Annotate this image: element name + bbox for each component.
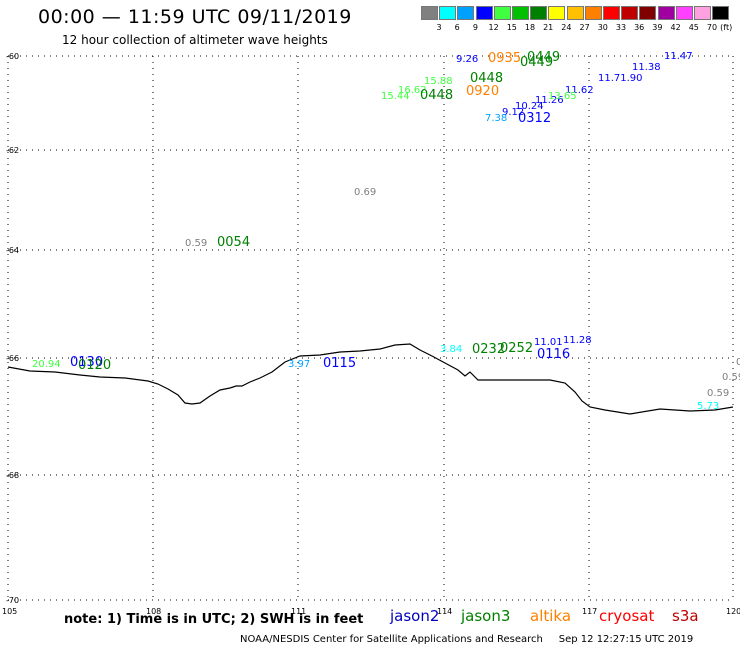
obs-label: 11.28: [563, 335, 592, 346]
map-subtitle: 12 hour collection of altimeter wave hei…: [62, 33, 328, 47]
obs-label: 15.88: [424, 76, 453, 87]
legend-altika: altika: [530, 607, 572, 625]
obs-label: 0054: [217, 235, 250, 250]
color-scale-label: 12: [488, 23, 499, 32]
obs-label: 0252: [500, 341, 533, 356]
obs-label: 11.47: [664, 51, 693, 62]
obs-label: 0.59: [736, 357, 740, 368]
color-scale-label: 36: [634, 23, 645, 32]
obs-label: 11.62: [565, 85, 594, 96]
obs-label: 0120: [78, 358, 111, 373]
lat-label: -68: [6, 471, 19, 480]
legend-cryosat: cryosat: [599, 607, 655, 625]
color-scale-swatch: [475, 6, 493, 20]
obs-label: 0448: [470, 71, 503, 86]
obs-label: 20.94: [32, 359, 61, 370]
map-grid: [7, 55, 734, 601]
legend-s3a: s3a: [672, 607, 699, 625]
lon-label: 114: [437, 607, 452, 616]
color-scale-label: 21: [543, 23, 554, 32]
obs-label: 7.38: [485, 113, 507, 124]
obs-label: 0115: [323, 356, 356, 371]
color-scale-swatch: [512, 6, 529, 20]
obs-label: 9.26: [456, 54, 478, 65]
color-scale-label: 9: [472, 23, 478, 32]
lat-label: -60: [6, 52, 19, 61]
obs-label: 0130: [70, 355, 103, 370]
obs-label: 0.69: [354, 187, 376, 198]
color-scale-swatch: [439, 6, 457, 20]
obs-label: 0.59: [722, 372, 740, 383]
color-scale-label: 39: [652, 23, 663, 32]
obs-label: 0449: [520, 55, 553, 70]
obs-label: 15.44: [381, 91, 410, 102]
color-scale-swatch: [603, 6, 620, 20]
obs-label: 11.71.90: [598, 73, 643, 84]
lon-label: 105: [2, 607, 17, 616]
color-scale-label: 15: [506, 23, 517, 32]
color-scale-label: 6: [454, 23, 460, 32]
footer-note: note: 1) Time is in UTC; 2) SWH is in fe…: [64, 612, 364, 627]
color-scale-swatch: [621, 6, 639, 20]
obs-label: 9.12: [502, 107, 524, 118]
color-scale-swatch: [566, 6, 584, 20]
color-scale-swatch: [675, 6, 693, 20]
obs-label: 3.84: [440, 344, 462, 355]
lat-label: -64: [6, 246, 19, 255]
legend-jason3: jason3: [461, 607, 511, 625]
antarctic-coastline: [7, 343, 734, 415]
lat-label: -66: [6, 354, 19, 363]
footer-credit: NOAA/NESDIS Center for Satellite Applica…: [240, 634, 693, 645]
obs-label: 0920: [466, 84, 499, 99]
map-title: 00:00 — 11:59 UTC 09/11/2019: [38, 6, 352, 28]
color-scale-swatch: [530, 6, 548, 20]
lon-label: 120: [726, 607, 740, 616]
obs-label: 5.73: [697, 401, 719, 412]
obs-label: 0312: [518, 111, 551, 126]
color-scale-label: 30: [597, 23, 608, 32]
credit-text: NOAA/NESDIS Center for Satellite Applica…: [240, 634, 543, 645]
obs-label: 0449: [527, 50, 560, 65]
color-scale-label: 27: [579, 23, 590, 32]
color-scale-swatch: [548, 6, 566, 20]
color-scale-label: 33: [615, 23, 627, 32]
obs-label: 0232: [472, 342, 505, 357]
lon-label: 117: [582, 607, 597, 616]
lon-label: 108: [146, 607, 161, 616]
color-scale-unit: (ft): [720, 23, 733, 32]
color-scale-swatch: [694, 6, 711, 20]
credit-timestamp: Sep 12 12:27:15 UTC 2019: [558, 634, 694, 645]
obs-label: 10.24: [515, 101, 544, 112]
obs-label: 16.62: [398, 85, 427, 96]
lon-label: 111: [291, 607, 306, 616]
obs-label: 0116: [537, 347, 570, 362]
obs-label: 0448: [420, 88, 453, 103]
color-scale-label: 3: [436, 23, 442, 32]
color-scale-swatch: [493, 6, 511, 20]
obs-label: 0935: [488, 51, 521, 66]
legend-jason2: jason2: [390, 607, 440, 625]
obs-label: 11.38: [632, 62, 661, 73]
color-scale-label: 18: [524, 23, 536, 32]
obs-label: 13.65: [548, 91, 577, 102]
color-scale-label: 24: [561, 23, 572, 32]
color-scale-swatch: [584, 6, 602, 20]
lat-label: -70: [6, 596, 19, 605]
obs-label: 11.01: [534, 337, 563, 348]
color-scale-label: 42: [670, 23, 681, 32]
obs-label: 0.59: [185, 238, 207, 249]
color-scale-label: 45: [688, 23, 699, 32]
color-scale-label: 70: [706, 23, 718, 32]
color-scale-swatch: [639, 6, 657, 20]
color-scale-swatch: [712, 6, 730, 20]
color-scale-swatch: [457, 6, 475, 20]
obs-label: 11.26: [535, 95, 564, 106]
color-scale-swatch: [657, 6, 675, 20]
lat-label: -62: [6, 146, 19, 155]
color-scale-swatch: [421, 6, 438, 20]
obs-label: 3.97: [288, 359, 310, 370]
obs-label: 0.59: [707, 388, 729, 399]
